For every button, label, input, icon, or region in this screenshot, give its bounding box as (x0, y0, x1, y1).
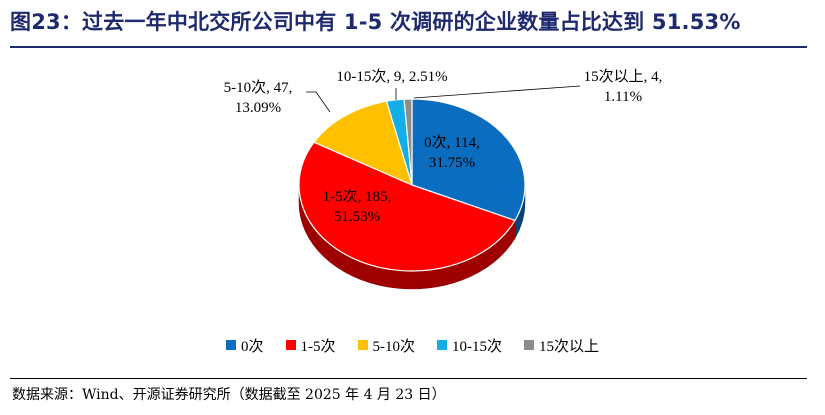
legend-item-15次以上: 15次以上 (524, 335, 599, 356)
legend-swatch (225, 340, 236, 350)
leader-line-15次以上 (413, 85, 581, 99)
legend-item-10-15次: 10-15次 (437, 335, 502, 356)
leader-line-5-10次 (306, 91, 331, 113)
pie-slices (298, 98, 526, 272)
pie-slice-15次以上 (403, 98, 413, 186)
source-note: 数据来源：Wind、开源证券研究所（数据截至 2025 年 4 月 23 日） (12, 387, 446, 403)
chart-title: 图23：过去一年中北交所公司中有 1-5 次调研的企业数量占比达到 51.53% (10, 10, 741, 34)
legend-label: 15次以上 (539, 338, 600, 355)
pie-slice-5-10次 (313, 100, 413, 187)
legend-label: 5-10次 (372, 338, 416, 355)
pie-slice-1-5次 (298, 141, 516, 272)
leader-lines (306, 85, 581, 113)
legend-label: 0次 (240, 338, 264, 355)
legend-label: 1-5次 (300, 338, 336, 355)
data-label-1-5次: 1-5次, 185, 51.53% (323, 188, 392, 225)
legend-label: 10-15次 (452, 338, 502, 355)
data-label-5-10次: 5-10次, 47, 13.09% (224, 79, 293, 116)
legend-swatch (524, 340, 534, 350)
legend-swatch (437, 340, 447, 350)
legend-swatch (285, 340, 296, 350)
pie-slice-0次 (411, 98, 526, 222)
legend-swatch (357, 340, 368, 350)
legend-item-1-5次: 1-5次 (285, 335, 336, 356)
title-divider (10, 46, 807, 48)
data-label-15次以上: 15次以上, 4, 1.11% (584, 68, 663, 105)
data-label-0次: 0次, 114, 31.75% (424, 134, 480, 171)
legend: 0次 1-5次 5-10次 10-15次 15次以上 (0, 334, 825, 356)
source-divider (10, 378, 807, 379)
data-label-10-15次: 10-15次, 9, 2.51% (336, 68, 447, 85)
legend-item-0次: 0次 (225, 335, 264, 356)
legend-item-5-10次: 5-10次 (357, 335, 416, 356)
data-labels: 0次, 114, 31.75% 1-5次, 185, 51.53% 5-10次, 47,… (224, 68, 663, 225)
